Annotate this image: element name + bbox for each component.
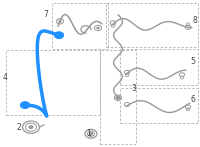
Circle shape [96,27,100,29]
Text: 5: 5 [191,57,195,66]
Text: 1: 1 [87,129,91,138]
Circle shape [28,125,34,129]
Circle shape [116,96,120,99]
Text: 7: 7 [44,10,48,19]
Text: 8: 8 [193,16,197,25]
Text: 2: 2 [17,123,21,132]
Text: 4: 4 [3,73,7,82]
Text: 3: 3 [132,84,136,93]
Text: 6: 6 [191,95,195,105]
Circle shape [55,32,63,38]
Circle shape [21,102,29,108]
Circle shape [58,20,62,23]
Circle shape [89,133,93,135]
